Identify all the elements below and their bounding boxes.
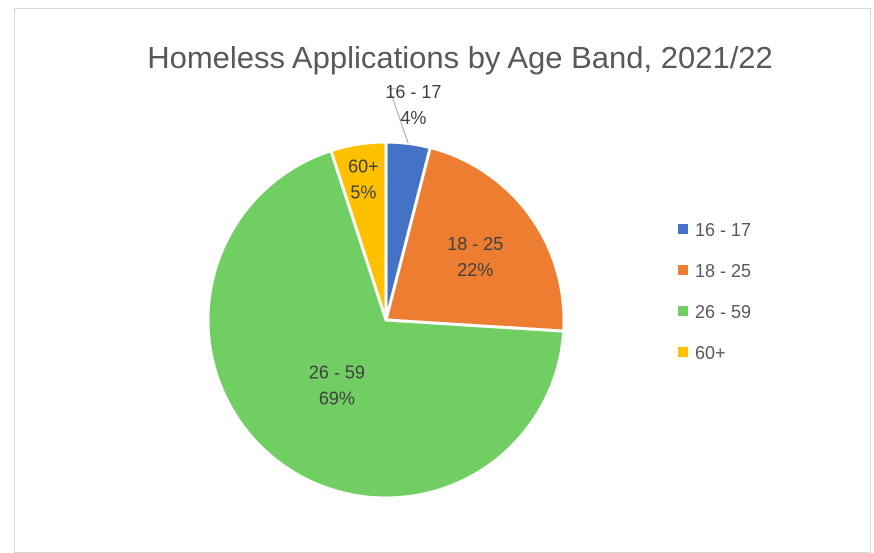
data-label-percent-60: 5% xyxy=(350,183,376,203)
data-label-percent-18-25: 22% xyxy=(457,260,493,280)
data-label-percent-16-17: 4% xyxy=(400,108,426,128)
legend-label-26-59: 26 - 59 xyxy=(695,302,751,322)
data-label-category-60: 60+ xyxy=(348,157,379,177)
data-label-category-16-17: 16 - 17 xyxy=(385,82,441,102)
legend-swatch-16-17 xyxy=(678,224,688,234)
pie-slice-60 xyxy=(329,140,388,321)
leader-line-16-17 xyxy=(388,88,409,144)
legend-swatch-18-25 xyxy=(678,265,688,275)
data-label-percent-26-59: 69% xyxy=(319,388,355,408)
pie-slice-26-59 xyxy=(206,148,566,500)
legend-label-60: 60+ xyxy=(695,343,726,363)
legend-label-16-17: 16 - 17 xyxy=(695,220,751,240)
data-label-category-18-25: 18 - 25 xyxy=(447,234,503,254)
data-label-category-26-59: 26 - 59 xyxy=(309,362,365,382)
legend-swatch-26-59 xyxy=(678,306,688,316)
pie-slice-18-25 xyxy=(384,145,566,333)
legend-label-18-25: 18 - 25 xyxy=(695,261,751,281)
chart-title: Homeless Applications by Age Band, 2021/… xyxy=(147,40,773,75)
legend-swatch-60 xyxy=(678,347,688,357)
